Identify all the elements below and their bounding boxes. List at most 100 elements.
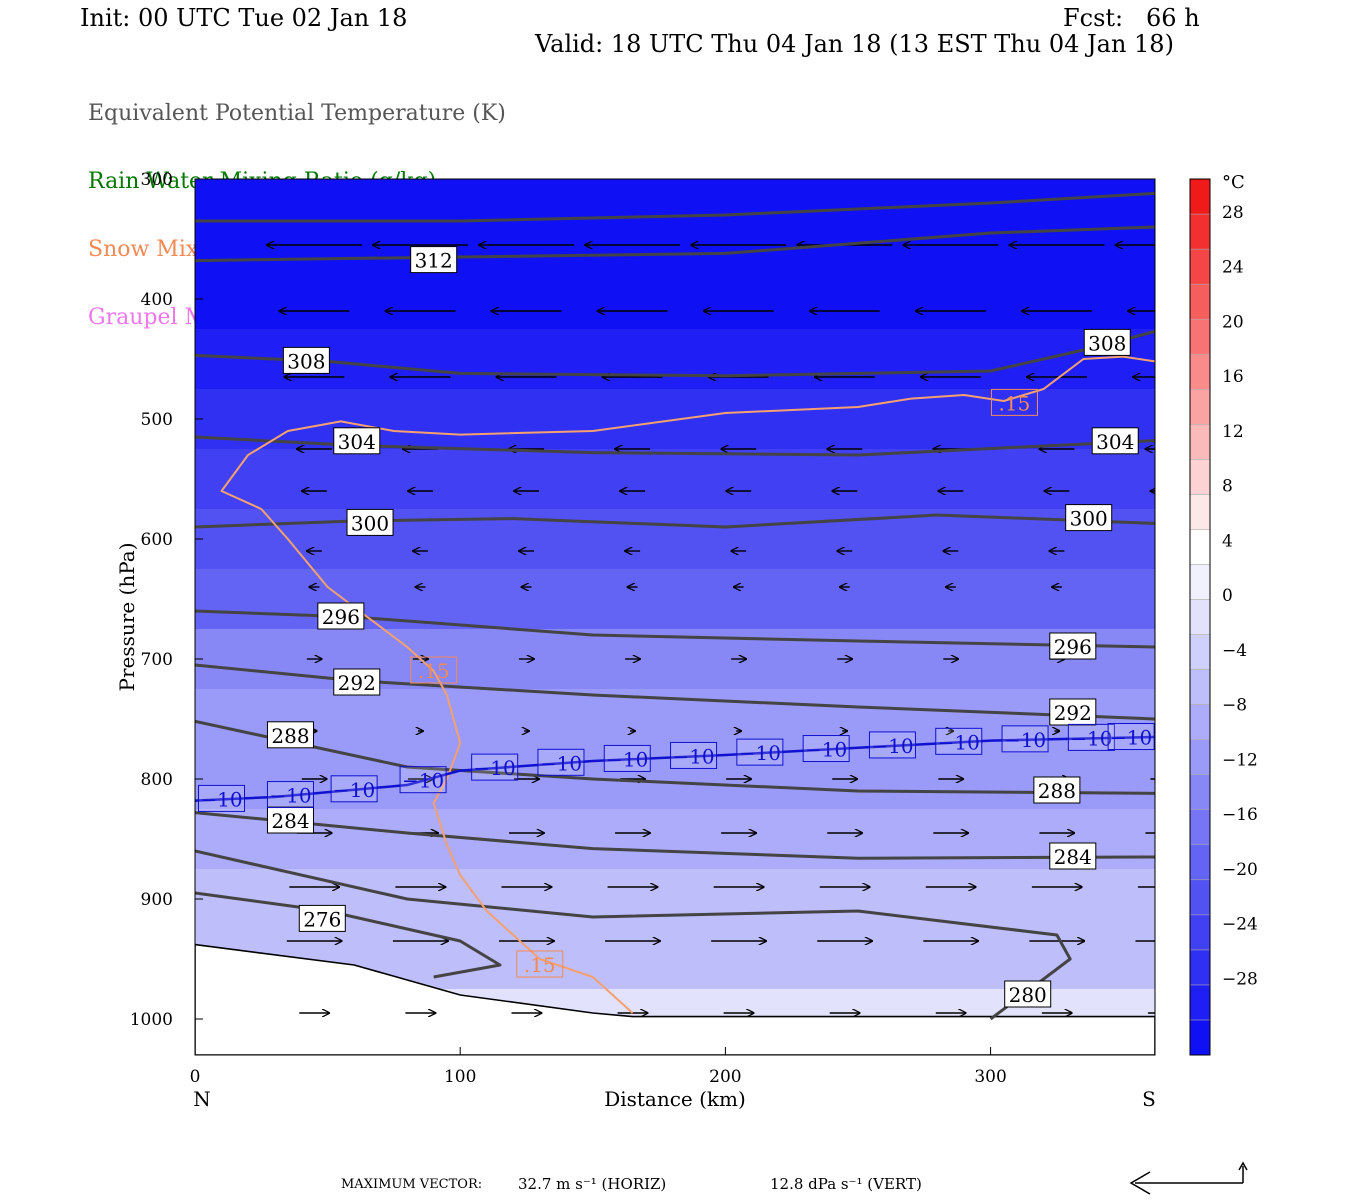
colorbar-cell	[1189, 669, 1211, 705]
temperature-label: −10	[736, 738, 784, 766]
snow-label: .15	[516, 950, 564, 978]
colorbar-unit: °C	[1222, 172, 1245, 193]
colorbar-label: 12	[1222, 422, 1244, 442]
temperature-label: −10	[399, 766, 447, 794]
temperature-label: −10	[1067, 723, 1115, 751]
y-tick-label: 800	[141, 770, 173, 790]
colorbar-label: −20	[1222, 860, 1258, 880]
theta-e-label: 284	[1049, 842, 1097, 870]
svg-text:300: 300	[1070, 507, 1108, 531]
svg-text:−10: −10	[1110, 726, 1152, 750]
svg-text:288: 288	[271, 724, 309, 748]
svg-text:308: 308	[287, 349, 325, 373]
forecast-hour: Fcst: 66 h	[1063, 4, 1200, 32]
theta-e-label: 284	[266, 806, 314, 834]
terrain-surface	[195, 943, 1155, 1055]
svg-text:−10: −10	[474, 756, 516, 780]
theta-e-contour	[195, 225, 1155, 263]
reference-vector	[1129, 1161, 1248, 1195]
colorbar-cell	[1189, 318, 1211, 355]
x-tick-label: 100	[444, 1067, 476, 1087]
theta-e-contour	[195, 435, 1155, 457]
axes: 300 400 500 600 700 800 900 1000 0 100 200 300	[130, 170, 1007, 1087]
colorbar-cell	[1189, 388, 1211, 425]
temperature-label: −10	[603, 744, 651, 772]
svg-text:−10: −10	[938, 730, 980, 754]
svg-text:−10: −10	[739, 741, 781, 765]
theta-e-contour	[195, 513, 1155, 529]
colorbar-cell	[1189, 213, 1211, 250]
theta-e-contour	[195, 719, 1155, 795]
colorbar-label: 0	[1222, 586, 1233, 606]
colorbar-cell	[1189, 774, 1211, 810]
svg-text:284: 284	[271, 809, 309, 833]
svg-text:.15: .15	[524, 953, 556, 977]
colorbar-label: −12	[1222, 750, 1258, 770]
theta-e-label: 312	[410, 246, 458, 274]
colorbar: 28 24 20 16 12 8 4 0 −4 −8 −12 −16 −20 −24 −28	[1189, 178, 1258, 1056]
theta-e-label: 276	[298, 904, 346, 932]
temperature-label: −10	[935, 727, 983, 755]
svg-text:−10: −10	[871, 734, 913, 758]
colorbar-label: −24	[1222, 915, 1258, 935]
theta-e-label: 292	[1049, 698, 1097, 726]
colorbar-cell	[1189, 739, 1211, 775]
svg-text:.15: .15	[999, 391, 1031, 415]
theta-e-contour	[195, 811, 1155, 860]
svg-text:−10: −10	[402, 769, 444, 793]
svg-text:284: 284	[1054, 845, 1092, 869]
svg-text:−10: −10	[805, 738, 847, 762]
svg-text:−10: −10	[1004, 728, 1046, 752]
snow-label: .15	[410, 656, 458, 684]
colorbar-cell	[1189, 634, 1211, 670]
theta-e-label: 296	[1049, 632, 1097, 660]
theta-e-label: 300	[1065, 504, 1113, 532]
max-vector-vert: 12.8 dPa s⁻¹ (VERT)	[770, 1175, 922, 1193]
y-tick-label: 400	[141, 290, 173, 310]
temperature-label: −10	[537, 748, 585, 776]
colorbar-label: 8	[1222, 477, 1233, 497]
temperature-label: −10	[868, 731, 916, 759]
colorbar-label: 24	[1222, 258, 1244, 278]
temperature-contour	[195, 735, 1155, 802]
colorbar-label: 28	[1222, 203, 1244, 223]
colorbar-cell	[1189, 564, 1211, 600]
theta-e-label: 304	[1091, 427, 1139, 455]
theta-e-label: 296	[317, 602, 365, 630]
svg-text:−10: −10	[200, 787, 242, 811]
colorbar-cell	[1189, 844, 1211, 881]
max-vector-horiz: 32.7 m s⁻¹ (HORIZ)	[518, 1175, 667, 1193]
theta-e-label: 280	[1004, 980, 1052, 1008]
x-tick-label: 200	[709, 1067, 741, 1087]
theta-e-label: 308	[282, 346, 330, 374]
contour-labels: 312 308 308 304 304 300 300 296 296 292 292 288 288 2…	[198, 246, 1155, 1008]
shading-band	[195, 251, 1155, 329]
svg-text:−10: −10	[1070, 726, 1112, 750]
colorbar-cell	[1189, 914, 1211, 951]
theta-e-contour	[195, 891, 502, 979]
colorbar-cell	[1189, 248, 1211, 285]
y-tick-label: 600	[141, 530, 173, 550]
svg-text:292: 292	[1054, 701, 1092, 725]
temperature-label: −10	[1001, 725, 1049, 753]
svg-text:−10: −10	[333, 778, 375, 802]
svg-text:−10: −10	[269, 784, 311, 808]
colorbar-label: 16	[1222, 367, 1244, 387]
colorbar-cell	[1189, 529, 1211, 565]
colorbar-cell	[1189, 1019, 1211, 1056]
svg-text:308: 308	[1088, 331, 1126, 355]
x-end-left: N	[193, 1087, 211, 1111]
theta-e-contour	[195, 191, 1155, 223]
svg-text:−10: −10	[672, 744, 714, 768]
init-time: Init: 00 UTC Tue 02 Jan 18	[80, 4, 408, 32]
valid-time: Valid: 18 UTC Thu 04 Jan 18 (13 EST Thu …	[535, 30, 1174, 58]
y-tick-label: 500	[141, 410, 173, 430]
theta-e-label: 288	[1033, 776, 1081, 804]
temperature-label: −10	[670, 741, 718, 769]
x-end-right: S	[1142, 1087, 1156, 1111]
colorbar-label: −16	[1222, 805, 1258, 825]
y-tick-label: 700	[141, 650, 173, 670]
y-tick-label: 1000	[130, 1010, 173, 1030]
svg-text:288: 288	[1038, 779, 1076, 803]
theta-e-label: 292	[333, 668, 381, 696]
